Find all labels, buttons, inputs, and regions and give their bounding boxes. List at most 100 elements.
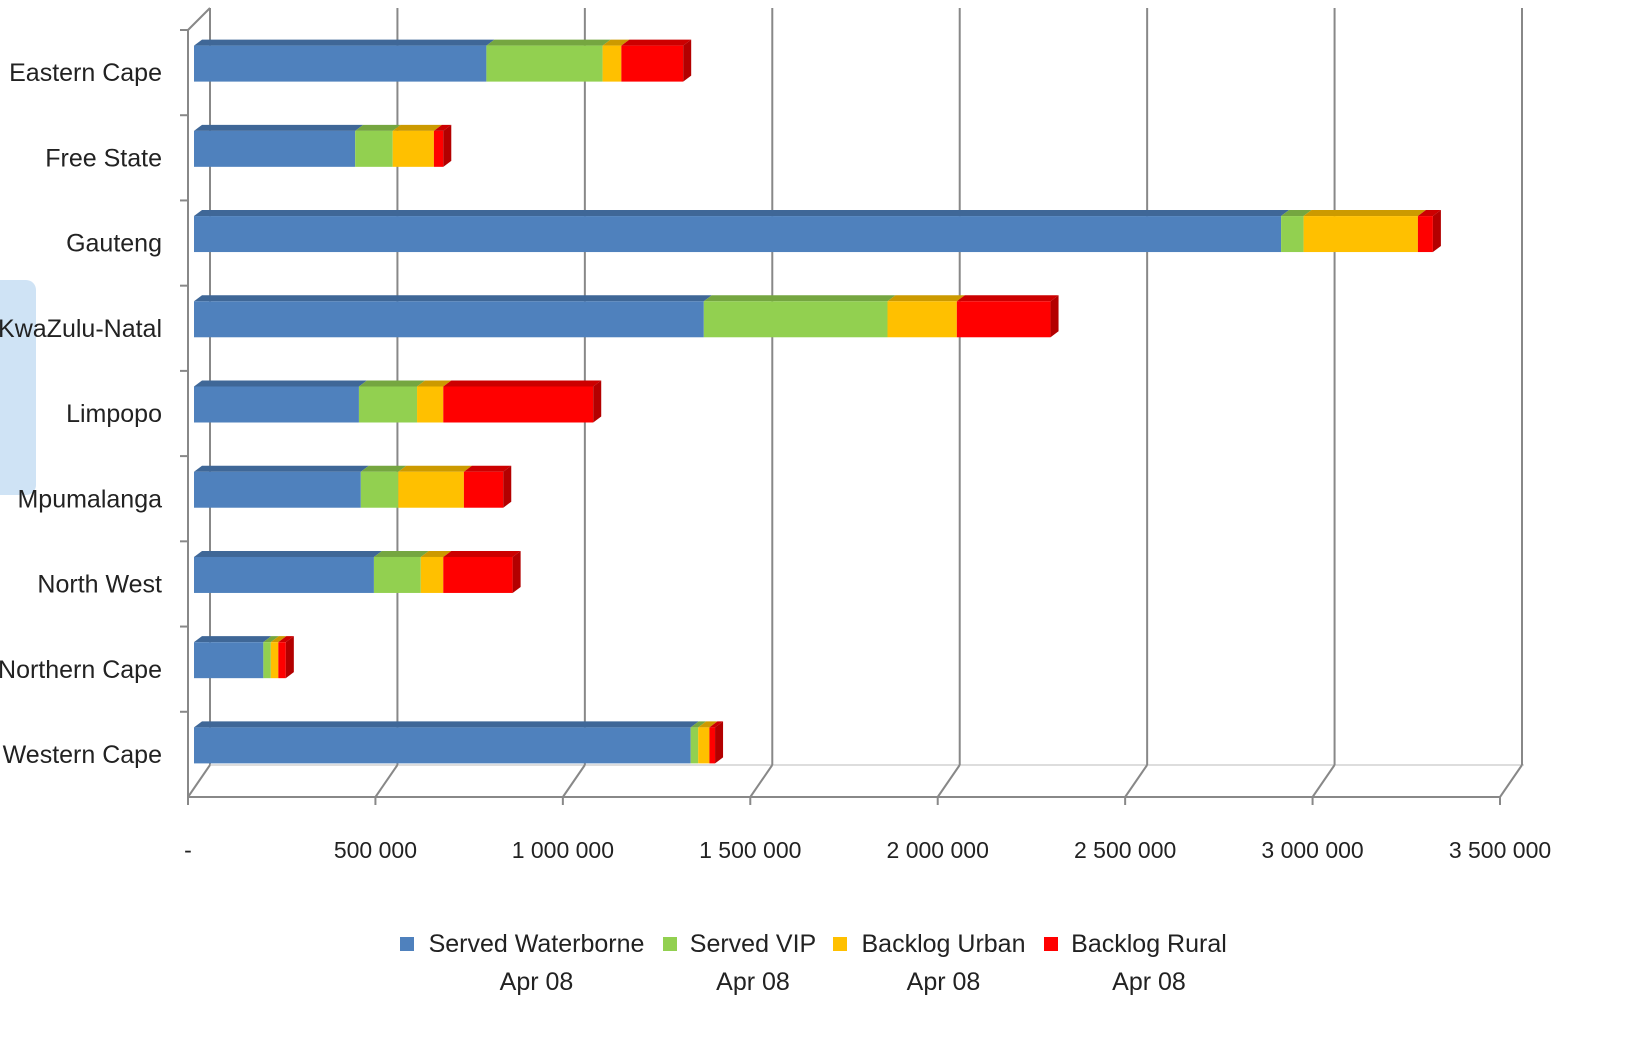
bar-segment (194, 40, 494, 82)
bar (263, 642, 270, 678)
bar-side (1051, 295, 1059, 337)
bar (361, 472, 398, 508)
bar-segment (194, 210, 1289, 252)
bar (434, 131, 443, 167)
bar-segment (887, 295, 964, 337)
bar (709, 727, 715, 763)
bar-segment (194, 295, 712, 337)
y-tick-label: Mpumalanga (17, 485, 162, 513)
bar-segment (278, 636, 293, 678)
bar-top (887, 295, 964, 301)
bar-segment (486, 40, 610, 82)
x-tick-label: 2 500 000 (1074, 837, 1176, 863)
legend-swatch (1044, 937, 1058, 951)
bar-side (715, 721, 723, 763)
legend-item: Backlog Rural Apr 08 (1044, 925, 1244, 1001)
legend-swatch (833, 937, 847, 951)
bar (194, 727, 691, 763)
bar (359, 387, 417, 423)
decoration (0, 280, 36, 495)
bar-segment (194, 466, 369, 508)
bar (417, 387, 443, 423)
bar (1281, 216, 1303, 252)
bar (1418, 216, 1433, 252)
bar-segment (443, 551, 520, 593)
bar (486, 46, 602, 82)
bar (194, 131, 355, 167)
bar-segment (194, 551, 382, 593)
x-tick-label: 3 500 000 (1449, 837, 1551, 863)
y-tick-label: Limpopo (66, 400, 162, 428)
bar-segment (374, 551, 429, 593)
bar-top (194, 210, 1289, 216)
y-tick-label: Eastern Cape (9, 59, 162, 87)
bar (603, 46, 622, 82)
bar-top (355, 125, 400, 131)
chart: -500 0001 000 0001 500 0002 000 0002 500… (0, 0, 1633, 1037)
bar-segment (709, 721, 723, 763)
bar-top (359, 381, 425, 387)
legend-item: Served Waterborne Apr 08 (400, 925, 663, 1001)
bar-segment (621, 40, 691, 82)
bar-top (361, 466, 406, 472)
legend-swatch (663, 937, 677, 951)
bar (194, 557, 374, 593)
floor-edge (188, 765, 210, 797)
legend-swatch (400, 937, 414, 951)
bar (194, 472, 361, 508)
bar-side (513, 551, 521, 593)
bar (464, 472, 503, 508)
bar-side (683, 40, 691, 82)
x-tick-label: 500 000 (334, 837, 417, 863)
bar (194, 301, 704, 337)
bar (691, 727, 698, 763)
bar-top (621, 40, 691, 46)
x-tick-label: 3 000 000 (1261, 837, 1363, 863)
bar-top (194, 466, 369, 472)
x-tick-label: 1 500 000 (699, 837, 801, 863)
bar-segment (1418, 210, 1441, 252)
bar-segment (194, 721, 699, 763)
x-tick-label: 2 000 000 (887, 837, 989, 863)
bar (374, 557, 421, 593)
bar (355, 131, 392, 167)
legend-item: Served VIP Apr 08 (663, 925, 833, 1001)
grid-line (1500, 765, 1522, 797)
bar-top (194, 40, 494, 46)
y-tick-label: KwaZulu-Natal (0, 315, 162, 343)
grid-line (563, 765, 585, 797)
bar-segment (957, 295, 1059, 337)
bar-top (398, 466, 472, 472)
bar-segment (194, 636, 271, 678)
y-tick-label: North West (37, 571, 162, 599)
bar-segment (359, 381, 425, 423)
legend-item: Backlog Urban Apr 08 (833, 925, 1044, 1001)
bar (421, 557, 443, 593)
y-tick-label: Free State (45, 144, 162, 172)
grid-line (750, 765, 772, 797)
bar (621, 46, 683, 82)
bar-segment (398, 466, 472, 508)
bar (194, 46, 486, 82)
bar-segment (194, 381, 367, 423)
bar-top (486, 40, 610, 46)
bar-segment (434, 125, 451, 167)
bar-top (464, 466, 511, 472)
bar-top (443, 551, 520, 557)
bar-top (194, 295, 712, 301)
bar (887, 301, 956, 337)
bar-side (1433, 210, 1441, 252)
legend-label: Served Waterborne Apr 08 (420, 925, 653, 1001)
bar-top (194, 636, 271, 642)
bar-side (443, 125, 451, 167)
bar (278, 642, 285, 678)
page: {"chart_data": {"type": "bar", "stacked"… (0, 0, 1633, 1037)
bar-top (704, 295, 896, 301)
bar-segment (1304, 210, 1426, 252)
bar-segment (464, 466, 511, 508)
y-tick-label: Northern Cape (0, 656, 162, 684)
grid-line (375, 765, 397, 797)
grid-line (938, 765, 960, 797)
bar (194, 642, 263, 678)
grid-line (1313, 765, 1335, 797)
